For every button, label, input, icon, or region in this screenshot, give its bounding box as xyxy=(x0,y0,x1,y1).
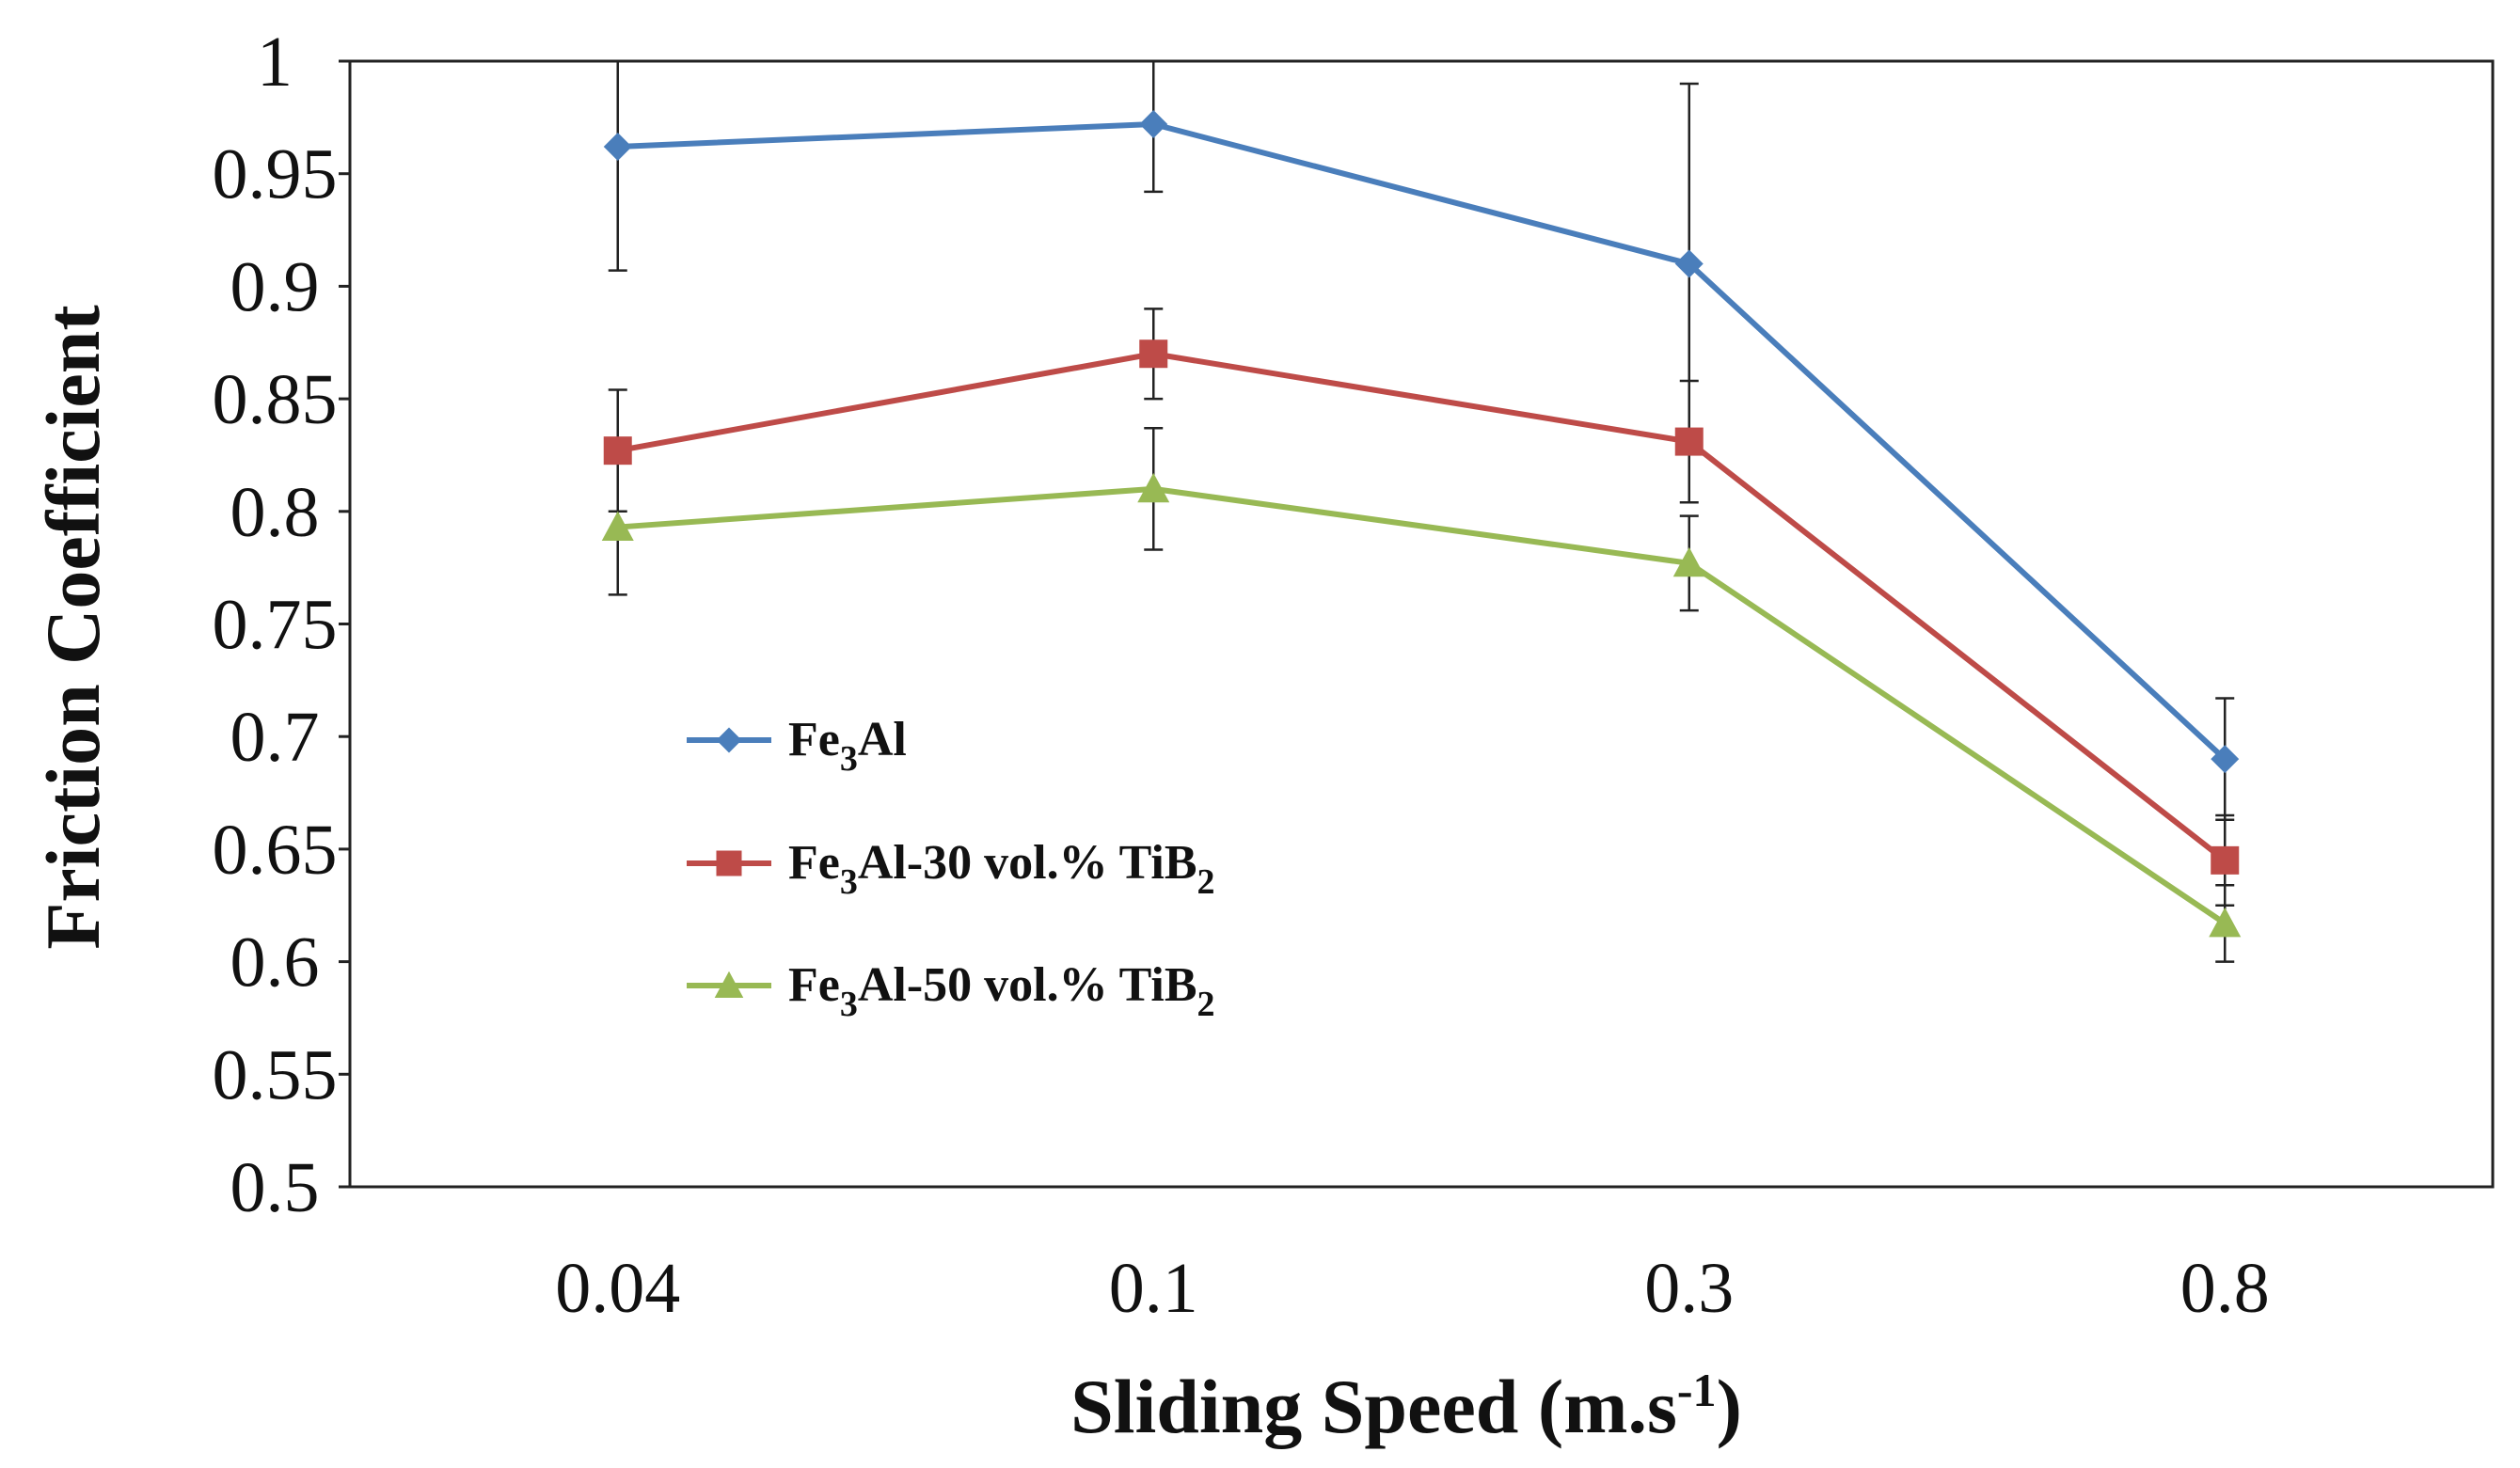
legend-label: Fe3Al-30 vol.% TiB2 xyxy=(788,836,1215,902)
series-line-1 xyxy=(617,121,2227,762)
y-tick-label: 0.65 xyxy=(213,811,338,890)
x-axis-title-main: Sliding Speed (m.s xyxy=(1070,1364,1677,1449)
legend-marker-swatch xyxy=(714,971,744,999)
legend-label: Fe3Al xyxy=(788,713,907,779)
y-tick-label: 0.85 xyxy=(213,360,338,439)
x-tick-label: 0.8 xyxy=(2180,1249,2270,1328)
data-point-series-3 xyxy=(601,511,634,542)
x-axis-title-superscript: -1 xyxy=(1677,1364,1717,1416)
y-axis-title: Friction Coefficient xyxy=(30,305,116,949)
data-point-series-3 xyxy=(1672,546,1705,577)
data-point-series-1 xyxy=(1674,249,1704,278)
data-point-series-3 xyxy=(1137,472,1170,503)
y-tick-label: 0.75 xyxy=(213,586,338,665)
x-tick-label: 0.1 xyxy=(1109,1249,1198,1328)
legend-entry-1: Fe3Al xyxy=(687,713,907,779)
legend-marker-swatch xyxy=(716,850,742,876)
y-tick-label: 0.5 xyxy=(230,1148,320,1227)
y-tick-label: 0.95 xyxy=(213,135,338,214)
data-point-series-1 xyxy=(1139,110,1168,139)
data-point-series-2 xyxy=(1139,339,1168,369)
y-tick-label: 0.55 xyxy=(213,1035,338,1114)
y-tick-label: 0.8 xyxy=(230,473,320,552)
y-tick-label: 0.6 xyxy=(230,923,320,1002)
data-point-series-1 xyxy=(603,132,632,161)
x-tick-label: 0.3 xyxy=(1644,1249,1734,1328)
x-tick-label: 0.04 xyxy=(555,1249,680,1328)
series-line-2 xyxy=(617,351,2227,863)
data-point-series-2 xyxy=(1674,427,1704,456)
y-tick-label: 0.7 xyxy=(230,698,320,777)
legend-marker-swatch xyxy=(716,727,742,753)
data-point-series-2 xyxy=(603,436,632,466)
legend-entry-3: Fe3Al-50 vol.% TiB2 xyxy=(687,958,1215,1024)
legend-entry-2: Fe3Al-30 vol.% TiB2 xyxy=(687,836,1215,902)
plot-area-frame xyxy=(348,59,2495,1189)
y-tick-label: 1 xyxy=(257,23,293,102)
data-point-series-1 xyxy=(2211,745,2240,774)
data-point-series-2 xyxy=(2211,845,2240,875)
x-axis-title-end: ) xyxy=(1717,1364,1742,1449)
series-line-3 xyxy=(617,485,2227,926)
y-tick-label: 0.9 xyxy=(230,247,320,326)
data-point-series-3 xyxy=(2209,907,2242,938)
x-axis-title: Sliding Speed (m.s-1) xyxy=(1070,1364,1742,1449)
legend-label: Fe3Al-50 vol.% TiB2 xyxy=(788,958,1215,1024)
